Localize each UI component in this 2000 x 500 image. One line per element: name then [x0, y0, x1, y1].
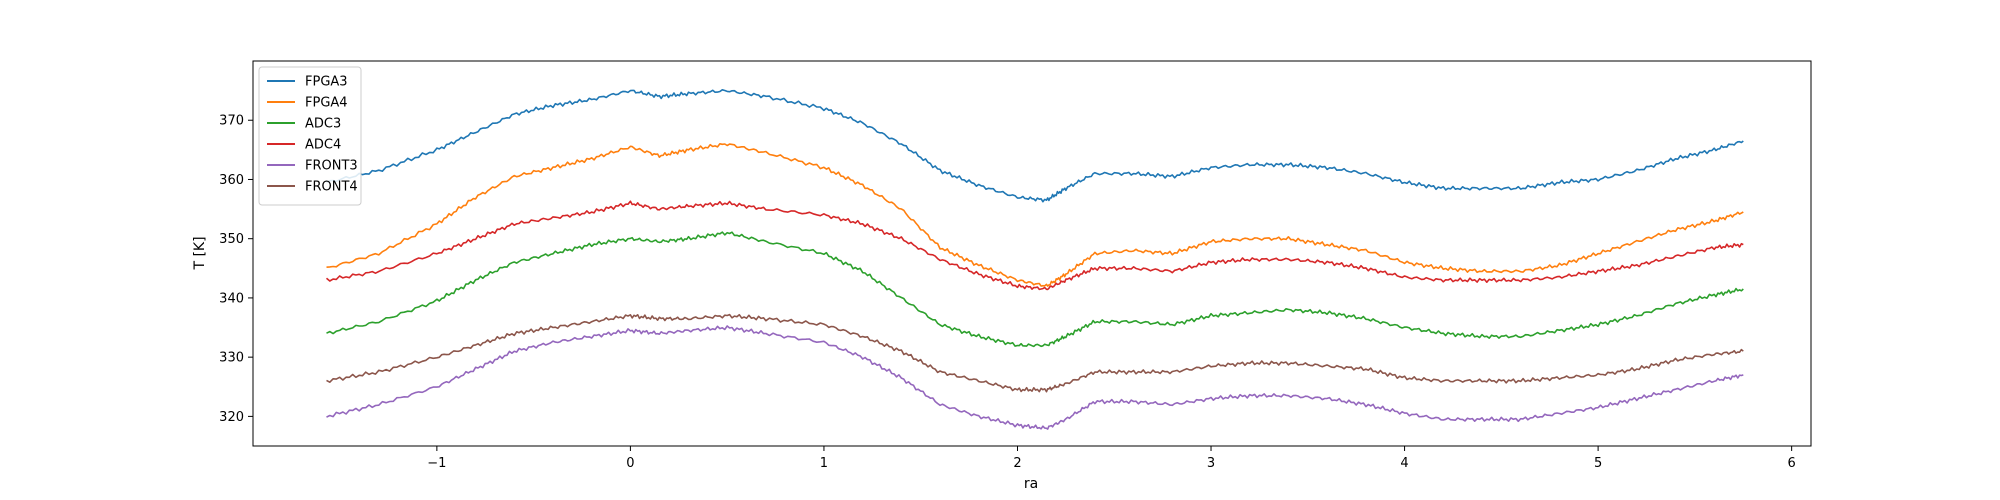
- x-tick-label: 3: [1207, 456, 1215, 471]
- x-tick-label: 2: [1013, 456, 1021, 471]
- x-axis-label: ra: [1024, 476, 1038, 492]
- legend: FPGA3 FPGA4 ADC3 ADC4 FRONT3 FRONT4: [258, 66, 362, 206]
- y-tick-label: 340: [219, 291, 244, 306]
- legend-label-front3: FRONT3: [305, 159, 358, 174]
- series-layer: [325, 89, 1744, 430]
- x-tick-label: 4: [1400, 456, 1408, 471]
- x-tick-label: 5: [1594, 456, 1602, 471]
- y-tick-label: 370: [219, 114, 244, 129]
- x-tick-label: −1: [427, 456, 446, 471]
- y-axis-ticks: 320 330 340 350 360 370: [219, 114, 253, 425]
- y-axis-label: T [K]: [192, 236, 208, 270]
- y-tick-label: 330: [219, 351, 244, 366]
- x-tick-label: 1: [820, 456, 828, 471]
- x-tick-label: 0: [626, 456, 634, 471]
- plot-frame: [252, 60, 1812, 447]
- y-tick-label: 360: [219, 173, 244, 188]
- y-tick-label: 350: [219, 232, 244, 247]
- series-line-fpga3: [326, 89, 1744, 203]
- series-line-adc4: [325, 200, 1744, 291]
- series-line-front3: [326, 325, 1744, 430]
- legend-label-front4: FRONT4: [305, 180, 358, 195]
- legend-label-adc4: ADC4: [305, 138, 341, 153]
- x-tick-label: 6: [1788, 456, 1796, 471]
- series-line-fpga4: [326, 143, 1744, 287]
- series-line-adc3: [326, 231, 1744, 348]
- legend-label-adc3: ADC3: [305, 117, 341, 132]
- y-tick-label: 320: [219, 410, 244, 425]
- x-axis-ticks: −1 0 1 2 3 4 5 6: [427, 446, 1796, 471]
- legend-label-fpga3: FPGA3: [305, 75, 348, 90]
- series-line-front4: [326, 313, 1744, 393]
- legend-label-fpga4: FPGA4: [305, 96, 348, 111]
